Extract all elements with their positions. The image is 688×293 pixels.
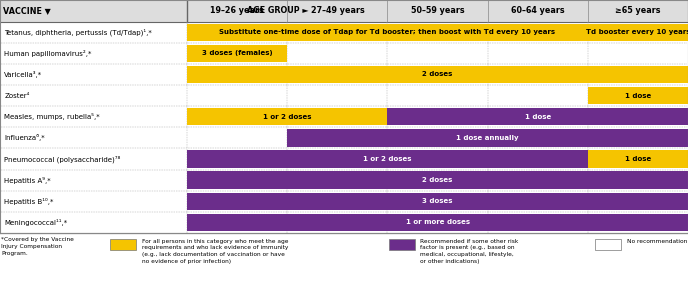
Bar	[288, 129, 688, 146]
Text: Hepatitis A⁹,*: Hepatitis A⁹,*	[4, 177, 51, 184]
Text: ≥65 years: ≥65 years	[615, 6, 660, 15]
Bar	[0, 212, 688, 233]
Bar	[187, 108, 387, 125]
Text: No recommendation: No recommendation	[627, 239, 687, 244]
Text: *Covered by the Vaccine
Injury Compensation
Program.: *Covered by the Vaccine Injury Compensat…	[1, 237, 74, 255]
Bar	[0, 43, 688, 64]
Text: VACCINE ▼: VACCINE ▼	[3, 6, 51, 15]
Text: 1 dose: 1 dose	[625, 156, 651, 162]
Text: Recommended if some other risk
factor is present (e.g., based on
medical, occupa: Recommended if some other risk factor is…	[420, 239, 519, 264]
Text: 1 dose: 1 dose	[525, 114, 551, 120]
Text: Human papillomavirus²,*: Human papillomavirus²,*	[4, 50, 92, 57]
Text: AGE GROUP ►: AGE GROUP ►	[247, 6, 309, 15]
Text: 3 doses (females): 3 doses (females)	[202, 50, 272, 56]
Bar	[387, 108, 688, 125]
Bar	[187, 45, 288, 62]
Bar	[0, 0, 688, 22]
Bar	[187, 23, 588, 41]
Text: Meningococcal¹¹,*: Meningococcal¹¹,*	[4, 219, 67, 226]
Bar	[588, 150, 688, 168]
Text: 50–59 years: 50–59 years	[411, 6, 464, 15]
Text: 60–64 years: 60–64 years	[511, 6, 565, 15]
Text: Influenza⁶,*: Influenza⁶,*	[4, 134, 45, 141]
Bar	[0, 85, 688, 106]
Bar	[0, 22, 688, 43]
Text: For all persons in this category who meet the age
requirements and who lack evid: For all persons in this category who mee…	[142, 239, 288, 264]
Bar	[0, 0, 688, 233]
Bar	[187, 214, 688, 231]
Text: Hepatitis B¹⁰,*: Hepatitis B¹⁰,*	[4, 198, 54, 205]
Bar	[0, 106, 688, 127]
Text: Td booster every 10 years: Td booster every 10 years	[585, 29, 688, 35]
Text: 19–26 years: 19–26 years	[211, 6, 264, 15]
Bar	[588, 87, 688, 104]
Text: 1 dose: 1 dose	[625, 93, 651, 99]
Bar	[0, 64, 688, 85]
Bar	[187, 193, 688, 210]
Bar	[0, 191, 688, 212]
Bar	[110, 239, 136, 250]
Bar	[595, 239, 621, 250]
Text: 1 dose annually: 1 dose annually	[456, 135, 519, 141]
Text: 3 doses: 3 doses	[422, 198, 453, 204]
Bar	[0, 127, 688, 149]
Text: Zoster⁴: Zoster⁴	[4, 93, 30, 99]
Text: Measles, mumps, rubella⁵,*: Measles, mumps, rubella⁵,*	[4, 113, 100, 120]
Text: Varicella³,*: Varicella³,*	[4, 71, 42, 78]
Bar	[0, 149, 688, 170]
Text: 1 or more doses: 1 or more doses	[405, 219, 470, 225]
Bar	[187, 171, 688, 189]
Bar	[187, 66, 688, 83]
Text: Tetanus, diphtheria, pertussis (Td/Tdap)¹,*: Tetanus, diphtheria, pertussis (Td/Tdap)…	[4, 28, 152, 36]
Text: Pneumococcal (polysaccharide)⁷⁸: Pneumococcal (polysaccharide)⁷⁸	[4, 155, 120, 163]
Bar	[187, 150, 588, 168]
Bar	[389, 239, 415, 250]
Bar	[0, 170, 688, 191]
Bar	[588, 23, 688, 41]
Text: 2 doses: 2 doses	[422, 177, 453, 183]
Text: 2 doses: 2 doses	[422, 71, 453, 77]
Text: 1 or 2 doses: 1 or 2 doses	[263, 114, 312, 120]
Text: 1 or 2 doses: 1 or 2 doses	[363, 156, 411, 162]
Text: 27–49 years: 27–49 years	[310, 6, 364, 15]
Text: Substitute one-time dose of Tdap for Td booster; then boost with Td every 10 yea: Substitute one-time dose of Tdap for Td …	[219, 29, 555, 35]
